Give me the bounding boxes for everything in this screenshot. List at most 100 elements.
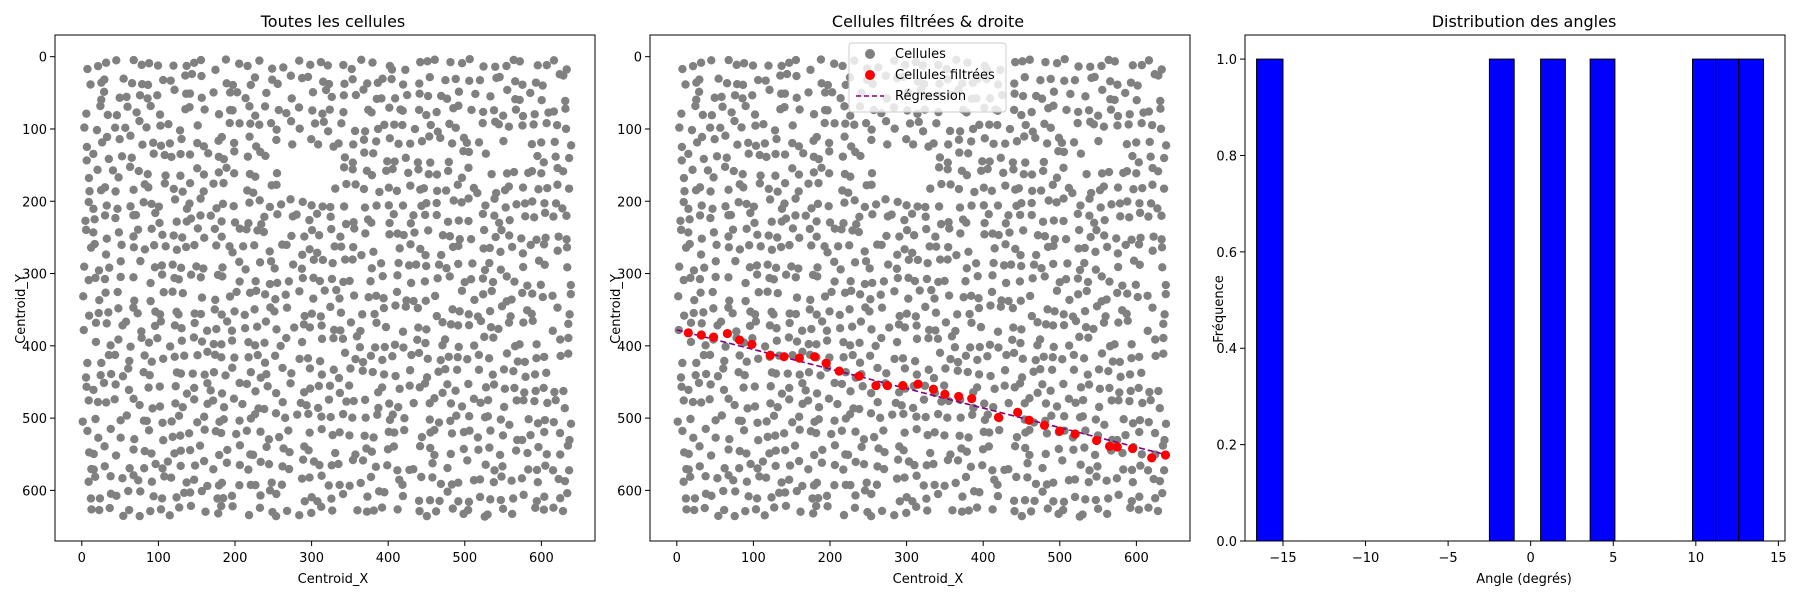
cell-point	[509, 167, 519, 177]
cell-point	[558, 167, 568, 176]
cell-point	[104, 350, 114, 360]
cell-point	[1021, 443, 1030, 453]
cell-point	[833, 242, 843, 251]
cell-point	[101, 58, 111, 67]
cell-point	[818, 445, 827, 455]
y-tick-label: 0.2	[1216, 439, 1237, 454]
cell-point	[84, 197, 93, 207]
cell-point	[944, 140, 953, 149]
cell-point	[428, 473, 437, 482]
cell-point	[407, 350, 416, 360]
cell-point	[1110, 340, 1119, 349]
cell-point	[724, 55, 733, 65]
cell-point	[119, 511, 128, 521]
cell-point	[798, 379, 807, 388]
cell-point	[728, 225, 738, 234]
cell-point	[994, 343, 1003, 352]
cell-point	[685, 239, 694, 249]
cell-point	[943, 255, 952, 264]
cell-point	[303, 354, 313, 363]
cell-point	[398, 120, 407, 130]
y-tick-label: 0.0	[1216, 535, 1237, 550]
x-tick-label: 15	[1770, 551, 1787, 566]
x-tick-label: 0	[78, 551, 86, 566]
cell-point	[986, 301, 995, 310]
cell-point	[1158, 488, 1167, 498]
cell-point	[267, 64, 277, 73]
cell-point	[1083, 277, 1093, 287]
cell-point	[1074, 62, 1083, 71]
cell-point	[417, 472, 426, 482]
cell-point	[103, 110, 113, 120]
cell-point	[126, 342, 135, 351]
cell-point	[466, 275, 476, 284]
cell-point	[918, 127, 928, 136]
cell-point	[721, 342, 730, 351]
cell-point	[319, 117, 329, 127]
cell-point	[304, 446, 313, 455]
cell-point	[1046, 123, 1056, 133]
cell-point	[1076, 460, 1085, 469]
cell-point	[405, 366, 415, 375]
cell-point	[270, 351, 280, 360]
cell-point	[474, 365, 484, 374]
cell-point	[1039, 352, 1048, 361]
cell-point	[837, 225, 846, 234]
cell-point	[885, 323, 894, 332]
cell-point	[532, 340, 541, 349]
cell-point	[393, 271, 402, 280]
cell-point	[856, 317, 866, 326]
cell-point	[421, 250, 430, 260]
cell-point	[686, 337, 696, 347]
cell-point	[263, 382, 272, 391]
filtered-cell-point	[993, 412, 1004, 422]
cell-point	[305, 384, 315, 393]
cell-point	[1046, 386, 1055, 395]
cell-point	[915, 286, 924, 295]
cell-point	[953, 357, 963, 367]
cell-point	[879, 277, 889, 286]
cell-point	[556, 335, 565, 344]
cell-point	[232, 429, 241, 439]
cell-point	[1016, 250, 1025, 260]
cell-point	[518, 80, 527, 89]
cell-point	[1159, 153, 1169, 163]
cell-point	[426, 158, 435, 167]
cell-point	[769, 275, 779, 284]
cell-point	[1039, 157, 1049, 167]
cell-point	[698, 110, 708, 120]
cell-point	[1048, 353, 1057, 362]
cell-point	[765, 449, 774, 458]
cell-point	[175, 126, 185, 135]
x-tick-label: 600	[529, 551, 554, 566]
cell-point	[422, 110, 431, 120]
cell-point	[513, 357, 523, 366]
cell-point	[781, 214, 791, 223]
cell-point	[86, 494, 96, 503]
cell-point	[339, 277, 348, 287]
cell-point	[323, 61, 333, 70]
cell-point	[741, 101, 750, 111]
cell-point	[980, 218, 989, 228]
filtered-cell-point	[1147, 453, 1157, 463]
cell-point	[721, 131, 730, 140]
cell-point	[836, 265, 845, 274]
cell-point	[748, 61, 758, 70]
cell-point	[372, 318, 381, 327]
cell-point	[315, 460, 324, 470]
cell-point	[423, 91, 433, 101]
cell-point	[750, 218, 759, 228]
cell-point	[912, 502, 921, 512]
cell-point	[217, 132, 226, 142]
cell-point	[1081, 92, 1090, 101]
cell-point	[682, 505, 691, 514]
cell-point	[432, 186, 442, 196]
cell-point	[745, 321, 755, 331]
cell-point	[339, 163, 349, 172]
cell-point	[317, 412, 326, 421]
cell-point	[206, 386, 215, 395]
cell-point	[160, 179, 170, 188]
cell-point	[771, 263, 781, 273]
cell-point	[185, 102, 194, 112]
cell-point	[961, 351, 971, 361]
